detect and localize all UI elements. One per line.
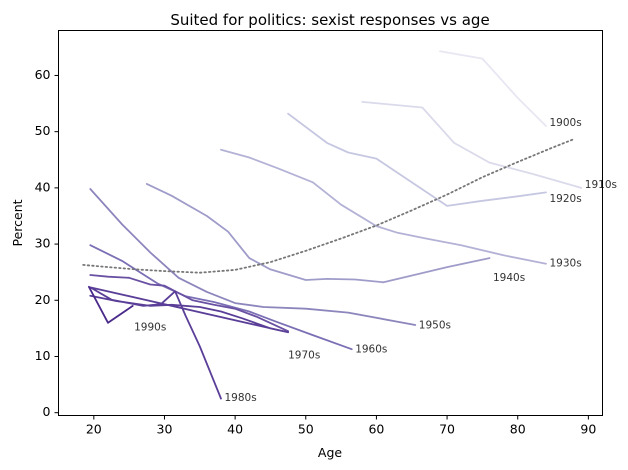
- series-label-1940s: 1940s: [493, 272, 525, 284]
- series-label-1990s: 1990s: [134, 321, 166, 333]
- x-tick-label: 60: [368, 422, 384, 437]
- x-tick-label: 70: [439, 422, 455, 437]
- trend-line: [82, 138, 576, 274]
- series-line-1910s: [361, 101, 583, 189]
- y-tick-label: 40: [35, 179, 51, 194]
- plot-lines: [82, 50, 583, 400]
- series-label-1980s: 1980s: [225, 392, 257, 404]
- series-line-1970s: [89, 274, 290, 333]
- y-tick-label: 20: [35, 292, 51, 307]
- x-axis-label: Age: [318, 445, 342, 460]
- series-line-1980s: [89, 286, 290, 400]
- y-tick-label: 30: [35, 236, 51, 251]
- series-label-1920s: 1920s: [550, 193, 582, 205]
- y-tick-label: 10: [35, 348, 51, 363]
- y-axis: 0 10 20 30 40 50 60: [35, 67, 59, 419]
- chart-title: Suited for politics: sexist responses vs…: [170, 11, 489, 29]
- x-axis: 20 30 40 50 60 70 80 90: [86, 415, 596, 437]
- series-label-1910s: 1910s: [585, 179, 617, 191]
- y-tick-label: 60: [35, 67, 51, 82]
- series-label-1950s: 1950s: [419, 320, 451, 332]
- series-line-1900s: [439, 50, 547, 127]
- series-line-1920s: [287, 112, 547, 207]
- series-line-1940s: [145, 182, 491, 284]
- series-line-1950s: [89, 188, 417, 326]
- series-line-1930s: [220, 148, 547, 265]
- y-tick-label: 0: [43, 404, 51, 419]
- series-label-1930s: 1930s: [550, 258, 582, 270]
- x-tick-label: 20: [86, 422, 102, 437]
- x-tick-label: 80: [510, 422, 526, 437]
- plot-frame: [58, 30, 603, 416]
- series-line-1990s: [88, 285, 134, 324]
- y-axis-label: Percent: [10, 199, 25, 246]
- series-label-1970s: 1970s: [288, 349, 320, 361]
- x-tick-label: 90: [580, 422, 596, 437]
- x-tick-label: 40: [227, 422, 243, 437]
- series-label-1960s: 1960s: [355, 344, 387, 356]
- series-label-1900s: 1900s: [550, 117, 582, 129]
- y-tick-label: 50: [35, 123, 51, 138]
- x-tick-label: 30: [157, 422, 173, 437]
- x-tick-label: 50: [298, 422, 314, 437]
